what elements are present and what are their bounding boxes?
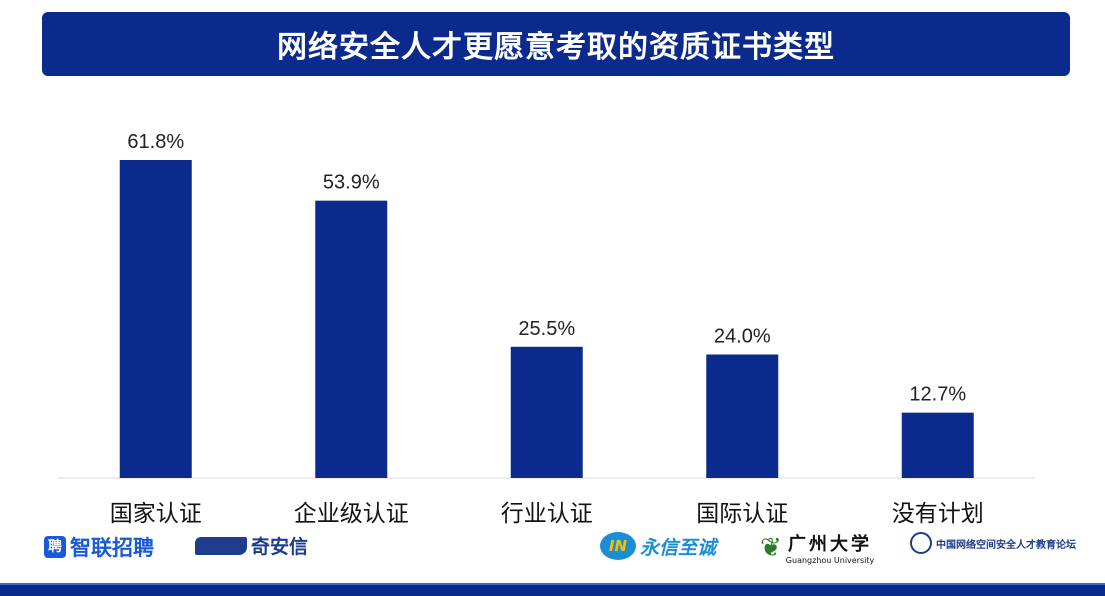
data-label: 53.9% [323, 172, 380, 194]
zhilian-icon: 聘 [44, 536, 66, 558]
qianxin-logo: 奇安信 [195, 532, 308, 559]
zhilian-logo: 聘 智联招聘 [44, 532, 154, 562]
bar [119, 160, 192, 478]
x-tick-label: 行业认证 [501, 501, 593, 527]
bar [706, 354, 779, 478]
data-label: 61.8% [127, 131, 184, 153]
chart-title-bar: 网络安全人才更愿意考取的资质证书类型 [42, 12, 1070, 76]
data-label: 12.7% [909, 384, 966, 406]
x-tick-label: 国际认证 [696, 501, 788, 527]
x-tick-label: 企业级认证 [294, 501, 409, 527]
forum-icon [910, 532, 932, 554]
yongxin-logo: IN 永信至诚 [600, 532, 716, 560]
bar [901, 412, 974, 478]
bar [315, 200, 388, 478]
gzhu-logo: ❦ 广州大学 Guangzhou University [760, 532, 875, 566]
gzhu-icon: ❦ [760, 532, 782, 563]
forum-logo: 中国网络空间安全人才教育论坛 [910, 532, 1076, 554]
bar [510, 346, 583, 478]
x-tick-label: 没有计划 [892, 501, 984, 527]
bottom-strip [0, 583, 1105, 596]
qianxin-icon [195, 536, 247, 555]
yongxin-icon: IN [600, 532, 636, 560]
x-tick-label: 国家认证 [110, 501, 202, 527]
data-label: 25.5% [518, 318, 575, 340]
chart-title: 网络安全人才更愿意考取的资质证书类型 [277, 30, 835, 65]
data-label: 24.0% [714, 326, 771, 348]
bar-chart: 61.8% 国家认证 53.9% 企业级认证 25.5% 行业认证 24.0% 国际认证 12.… [58, 131, 1035, 527]
